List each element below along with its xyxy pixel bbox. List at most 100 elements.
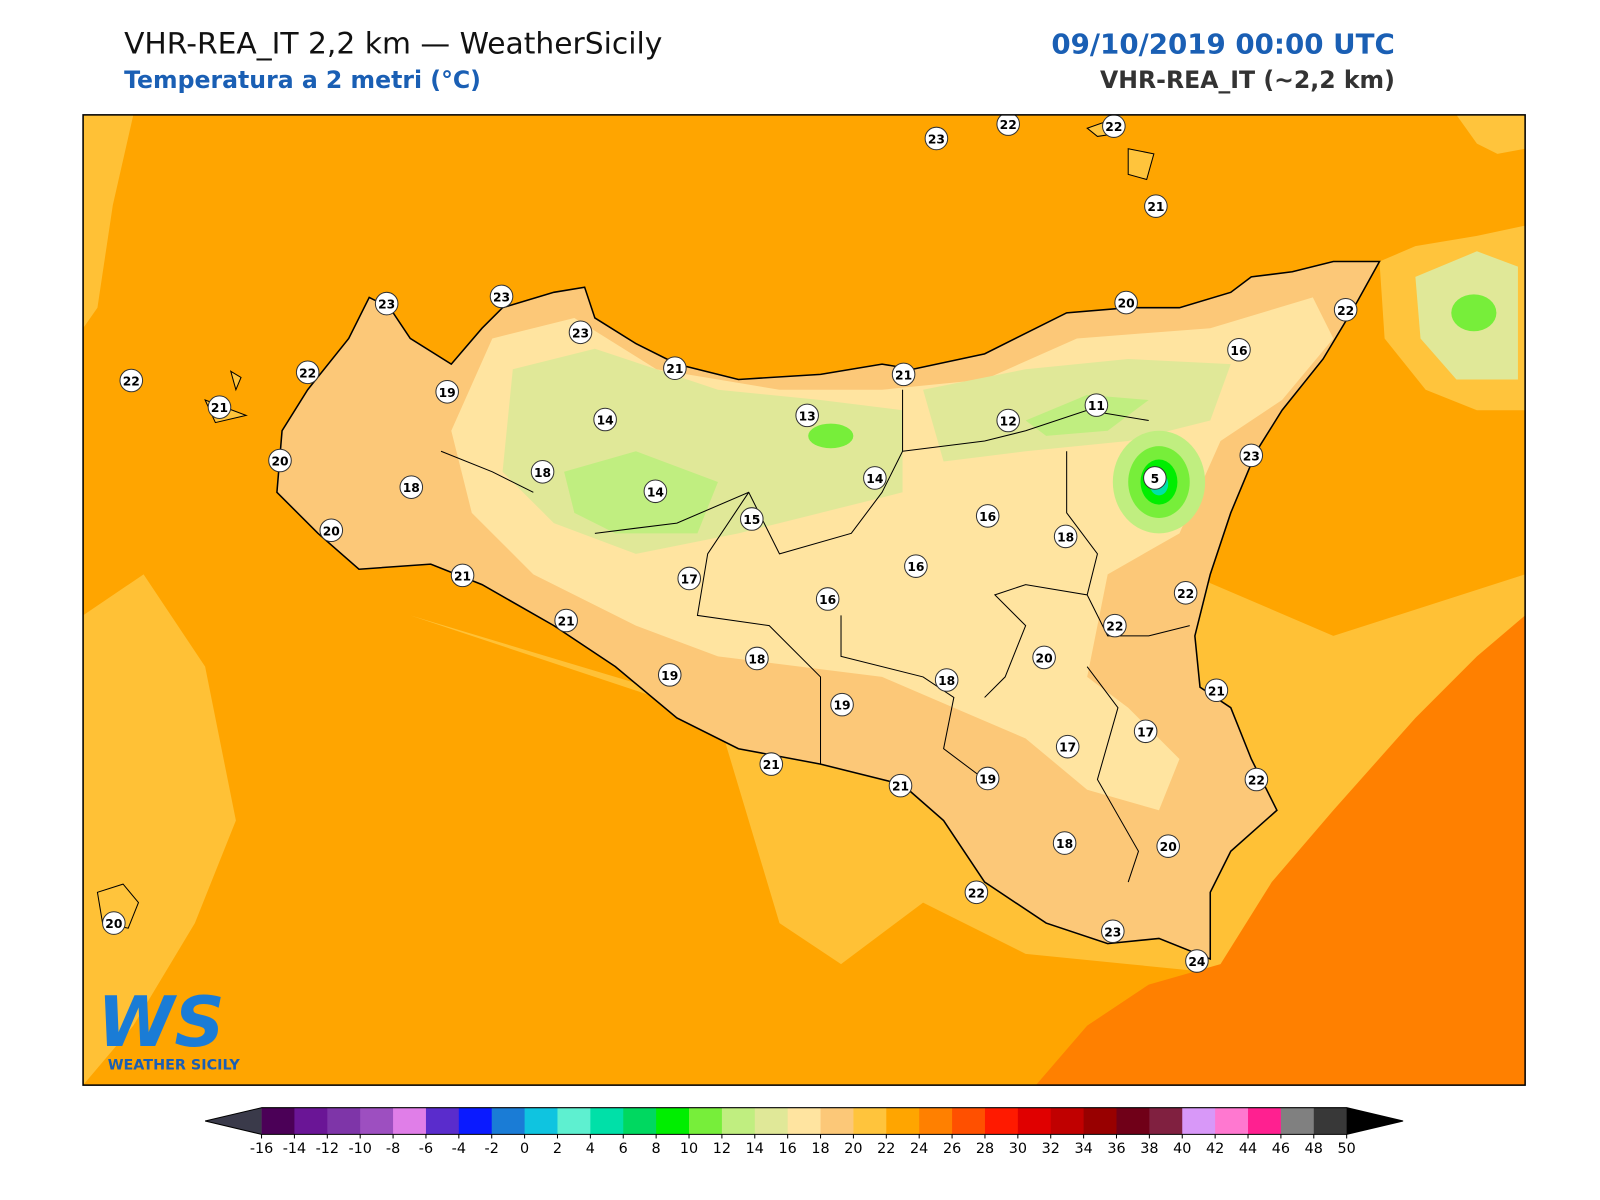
station-marker: [374, 291, 399, 316]
station-value: 23: [493, 290, 510, 304]
colorbar-bin: [919, 1107, 953, 1135]
colorbar-tick-label: 10: [680, 1141, 698, 1157]
map-frame: [82, 114, 1526, 1086]
station-marker: [759, 752, 784, 776]
station-marker: [863, 466, 887, 490]
station-marker: [1055, 734, 1080, 759]
colorbar: -16 -14 -12 -10 -8 -6 -4 -2 0 2 4 6 8 10 12 14 16 18 20 22 2…: [205, 1107, 1404, 1157]
colorbar-tick-label: 44: [1239, 1141, 1257, 1157]
colorbar-bin: [820, 1107, 854, 1135]
station-marker: [891, 362, 916, 387]
colorbar-tick-label: 38: [1140, 1141, 1158, 1157]
station-marker: [1102, 114, 1126, 138]
logo-mark: WS: [97, 982, 224, 1063]
colorbar-bin: [491, 1107, 526, 1135]
station-marker: [657, 663, 682, 687]
station-value: 22: [299, 366, 316, 380]
colorbar-bin: [1215, 1107, 1249, 1135]
colorbar-tick-label: 48: [1305, 1141, 1323, 1157]
colorbar-tick-label: 20: [844, 1141, 862, 1157]
station-marker: [1133, 719, 1158, 744]
station-marker: [1114, 290, 1138, 315]
station-marker: [1084, 393, 1109, 417]
colorbar-bin: [1050, 1107, 1085, 1135]
station-value: 19: [979, 772, 996, 786]
station-marker: [1032, 645, 1056, 670]
colorbar-tick-label: 32: [1042, 1141, 1060, 1157]
station-value: 14: [647, 485, 664, 499]
station-value: 15: [743, 513, 760, 527]
station-value: 18: [403, 481, 420, 495]
colorbar-tick-label: -10: [348, 1141, 371, 1157]
calabria-tip: [1456, 114, 1526, 154]
station-labels: 23 22 22 21 23 23 23 20 22 22 22 19 21 21 16 21 14 13 12 11…: [102, 114, 1358, 973]
station-value: 22: [1248, 774, 1265, 788]
colorbar-tick-label: -16: [250, 1141, 273, 1157]
colorbar-tick-label: 14: [746, 1141, 764, 1157]
colorbar-bin: [1149, 1107, 1183, 1135]
station-value: 21: [1208, 684, 1225, 698]
station-value: 18: [938, 674, 955, 688]
datetime: 09/10/2019 00:00 UTC: [1051, 27, 1394, 60]
station-marker: [319, 518, 344, 543]
colorbar-tick-label: 6: [619, 1141, 628, 1157]
station-marker: [1103, 613, 1127, 638]
station-marker: [888, 773, 913, 798]
station-value: 20: [1160, 840, 1177, 854]
station-marker: [996, 114, 1020, 136]
station-marker: [1052, 831, 1077, 855]
station-marker: [207, 395, 232, 419]
colorbar-bin: [458, 1107, 493, 1135]
colorbar-bin: [1280, 1107, 1315, 1135]
station-marker: [975, 766, 1000, 791]
station-value: 24: [1188, 955, 1205, 969]
station-value: 18: [534, 466, 551, 480]
station-marker: [119, 368, 144, 393]
station-value: 21: [763, 758, 780, 772]
station-value: 21: [454, 569, 471, 583]
station-value: 21: [1147, 200, 1164, 214]
colorbar-tick-label: 12: [713, 1141, 731, 1157]
station-marker: [568, 320, 593, 345]
colorbar-bin: [524, 1107, 558, 1135]
station-marker: [643, 479, 668, 504]
station-marker: [663, 356, 687, 380]
colorbar-bin: [590, 1107, 624, 1135]
colorbar-tick-label: 24: [910, 1141, 928, 1157]
station-value: 20: [105, 917, 122, 931]
station-marker: [1227, 337, 1251, 362]
station-value: 22: [1106, 620, 1123, 634]
colorbar-bin: [1017, 1107, 1052, 1135]
colorbar-tick-label: 36: [1107, 1141, 1125, 1157]
colorbar-bin: [557, 1107, 591, 1135]
station-marker: [593, 407, 617, 432]
subtitle: Temperatura a 2 metri (°C): [124, 66, 481, 94]
station-value: 20: [1118, 297, 1135, 311]
station-marker: [1204, 678, 1229, 703]
station-value: 22: [1177, 587, 1194, 601]
station-marker: [1239, 443, 1264, 468]
station-value: 14: [866, 472, 883, 486]
station-marker: [904, 554, 928, 578]
colorbar-bin: [294, 1107, 328, 1135]
station-marker: [489, 284, 514, 309]
calabria-cold: [1451, 294, 1497, 332]
station-value: 23: [572, 326, 589, 340]
station-marker: [924, 126, 949, 151]
station-marker: [554, 608, 578, 633]
station-marker: [450, 563, 475, 588]
station-marker: [1053, 524, 1078, 549]
station-value: 21: [211, 401, 228, 415]
station-value: 18: [1057, 530, 1074, 544]
colorbar-bin: [261, 1107, 295, 1135]
station-value: 22: [1105, 120, 1122, 134]
colorbar-bin: [1248, 1107, 1282, 1135]
station-value: 22: [968, 886, 985, 900]
sea-hot-patch: [1035, 615, 1526, 1086]
station-value: 21: [895, 368, 912, 382]
colorbar-tick-label: 50: [1338, 1141, 1356, 1157]
colorbar-tick-label: 8: [652, 1141, 661, 1157]
station-marker: [815, 587, 840, 611]
station-marker: [268, 448, 292, 473]
colorbar-bin: [623, 1107, 657, 1135]
